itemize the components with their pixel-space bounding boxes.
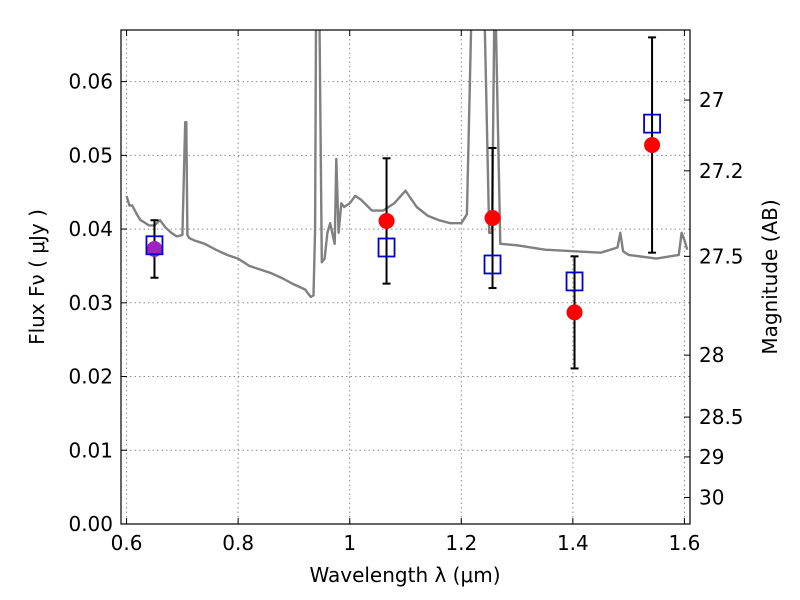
model-photometry-square — [643, 113, 661, 134]
model-photometry-square — [565, 271, 584, 292]
observed-point — [566, 304, 583, 321]
y2-tick-label: 28.5 — [699, 405, 744, 429]
x-tick-label: 0.8 — [222, 531, 254, 555]
y2-tick-label: 27.2 — [699, 159, 744, 183]
x-tick-label: 1.6 — [669, 531, 701, 555]
y-tick-label: 0.06 — [68, 70, 113, 94]
plot-frame — [120, 29, 691, 525]
y-tick-label: 0.01 — [68, 438, 113, 462]
observed-point — [146, 240, 163, 257]
y2-tick-label: 28 — [699, 343, 724, 367]
x-tick-label: 0.6 — [111, 531, 143, 555]
model-photometry-square — [483, 254, 502, 275]
observed-point — [378, 212, 395, 229]
y-axis-label: Flux Fν ( μJy ) — [25, 209, 49, 345]
x-tick-label: 1 — [343, 531, 356, 555]
grid-lines — [121, 30, 690, 525]
y2-tick-label: 27.5 — [699, 244, 744, 268]
model-photometry-square — [145, 235, 164, 256]
y-tick-label: 0.02 — [68, 365, 113, 389]
y2-tick-label: 29 — [699, 445, 724, 469]
observed-point — [644, 137, 661, 154]
y2-axis-label: Magnitude (AB) — [758, 199, 782, 354]
y-tick-label: 0.05 — [68, 143, 113, 167]
plot-area — [125, 30, 689, 370]
x-tick-label: 1.4 — [557, 531, 589, 555]
axis-ticks: 0.6 0.8 1 1.2 1.4 1.6 0.00 0.01 0.02 0.03 0.04 0.05… — [68, 30, 744, 555]
x-tick-label: 1.2 — [445, 531, 477, 555]
model-photometry-square — [377, 237, 396, 258]
observed-point — [484, 210, 501, 227]
y-tick-label: 0.03 — [68, 291, 113, 315]
y2-tick-label: 30 — [699, 485, 724, 509]
y2-tick-label: 27 — [699, 88, 724, 112]
y-tick-label: 0.04 — [68, 217, 113, 241]
x-axis-label: Wavelength λ (μm) — [309, 563, 500, 587]
model-spectrum-line — [125, 30, 689, 299]
y-tick-label: 0.00 — [68, 512, 113, 536]
